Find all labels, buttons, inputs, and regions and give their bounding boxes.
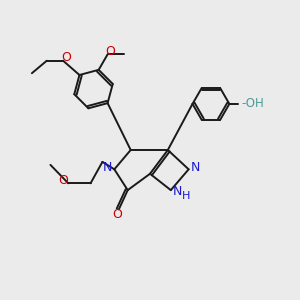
Text: H: H xyxy=(182,191,190,201)
Text: O: O xyxy=(61,51,71,64)
Text: O: O xyxy=(112,208,122,221)
Text: O: O xyxy=(105,45,115,58)
Text: O: O xyxy=(58,174,68,188)
Text: N: N xyxy=(190,161,200,174)
Text: N: N xyxy=(173,185,182,198)
Text: -OH: -OH xyxy=(242,98,265,110)
Text: N: N xyxy=(103,161,112,174)
